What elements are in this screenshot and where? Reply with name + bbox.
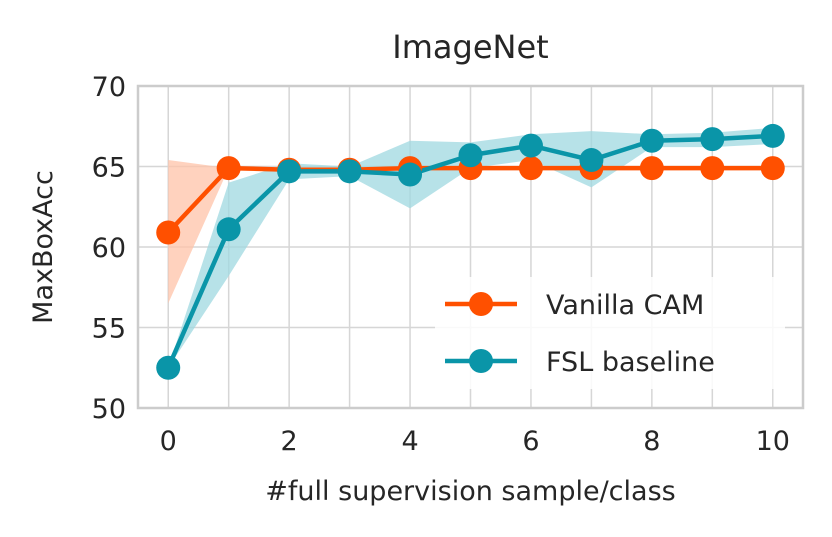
fsl-baseline-point-9: [700, 127, 725, 152]
y-tick-label-70: 70: [92, 72, 126, 103]
fsl-baseline-point-1: [216, 217, 241, 242]
x-tick-label-8: 8: [643, 426, 660, 457]
legend-item-vanilla-cam: Vanilla CAM: [445, 290, 704, 321]
plot-area-frame: [136, 84, 805, 410]
legend-marker-vanilla-cam: [469, 292, 493, 316]
fsl-baseline-point-6: [518, 133, 543, 158]
y-tick-label-65: 65: [92, 153, 126, 184]
fsl-baseline-point-2: [277, 159, 302, 184]
chart-title: ImageNet: [392, 28, 548, 66]
fsl-baseline-point-8: [639, 128, 664, 153]
x-tick-label-4: 4: [401, 426, 418, 457]
x-tick-label-6: 6: [522, 426, 539, 457]
x-tick-label-10: 10: [756, 426, 790, 457]
x-axis-title: #full supervision sample/class: [265, 476, 675, 507]
vanilla-cam-point-0: [156, 220, 181, 245]
fsl-baseline-point-3: [337, 159, 362, 184]
y-axis-title: MaxBoxAcc: [28, 170, 59, 324]
vanilla-cam-point-9: [700, 156, 725, 181]
series-markers: [156, 123, 785, 380]
x-tick-label-0: 0: [160, 426, 177, 457]
y-tick-label-60: 60: [92, 233, 126, 264]
fsl-baseline-point-5: [458, 143, 483, 168]
legend-box: [435, 277, 785, 389]
vanilla-cam-point-10: [760, 156, 785, 181]
legend-label-vanilla-cam: Vanilla CAM: [546, 290, 704, 321]
tick-labels: 0 2 4 6 8 10 50 55 60 65 70: [92, 72, 790, 457]
legend-marker-fsl-baseline: [469, 349, 493, 373]
y-tick-label-50: 50: [92, 394, 126, 425]
vanilla-cam-point-6: [518, 156, 543, 181]
fsl-baseline-point-0: [156, 355, 181, 380]
legend: Vanilla CAM FSL baseline: [435, 277, 785, 389]
y-tick-label-55: 55: [92, 314, 126, 345]
x-tick-label-2: 2: [281, 426, 298, 457]
fsl-baseline-point-4: [398, 162, 423, 187]
legend-item-fsl-baseline: FSL baseline: [445, 347, 715, 378]
fsl-baseline-point-7: [579, 148, 604, 173]
fsl-baseline-point-10: [760, 123, 785, 148]
vanilla-cam-point-1: [216, 156, 241, 181]
vanilla-cam-point-8: [639, 156, 664, 181]
legend-label-fsl-baseline: FSL baseline: [546, 347, 715, 378]
